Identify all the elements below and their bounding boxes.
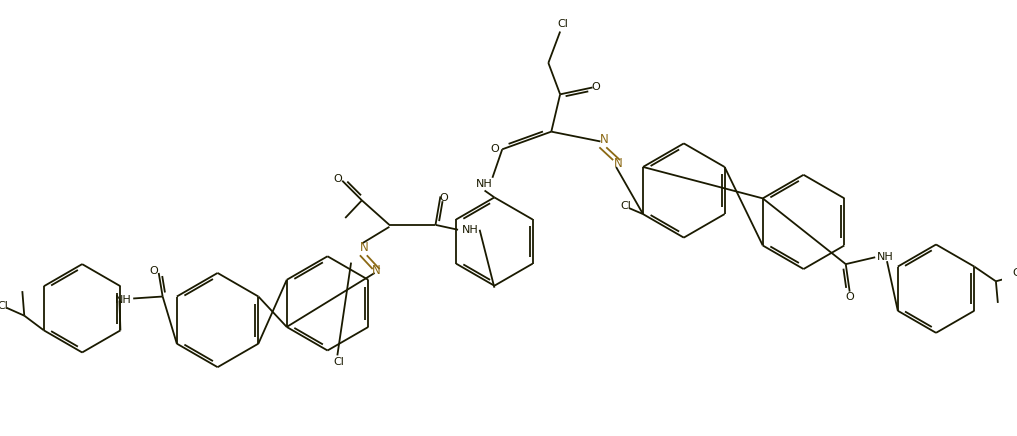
Text: N: N [359, 241, 368, 254]
Text: N: N [372, 265, 381, 277]
Text: Cl: Cl [334, 357, 345, 367]
Text: Cl: Cl [557, 19, 569, 29]
Text: NH: NH [462, 225, 479, 235]
Text: O: O [490, 144, 498, 154]
Text: NH: NH [115, 296, 131, 306]
Text: O: O [149, 266, 159, 276]
Text: O: O [591, 82, 600, 92]
Text: NH: NH [476, 179, 493, 189]
Text: Cl: Cl [620, 201, 631, 211]
Text: Cl: Cl [0, 301, 8, 311]
Text: O: O [439, 194, 447, 203]
Text: N: N [613, 157, 622, 170]
Text: NH: NH [877, 252, 894, 262]
Text: O: O [333, 174, 342, 184]
Text: O: O [845, 293, 854, 303]
Text: N: N [600, 133, 609, 146]
Text: Cl: Cl [1012, 269, 1017, 279]
